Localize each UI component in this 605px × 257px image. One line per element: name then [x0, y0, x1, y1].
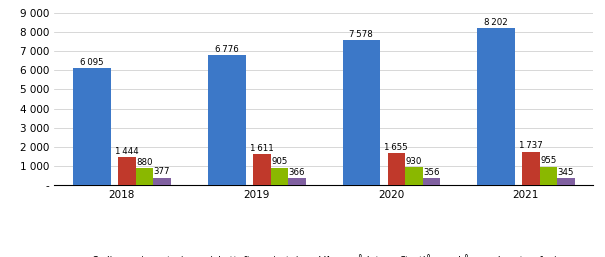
Bar [154, 178, 171, 185]
Bar [405, 167, 423, 185]
Bar [208, 56, 246, 185]
Text: 345: 345 [558, 168, 574, 177]
Text: 1 737: 1 737 [519, 141, 543, 150]
Bar [522, 152, 540, 185]
Text: 930: 930 [406, 157, 422, 166]
Bar [253, 154, 270, 185]
Bar [423, 178, 440, 185]
Text: 366: 366 [289, 168, 305, 177]
Bar [270, 168, 288, 185]
Bar [73, 68, 111, 185]
Text: 377: 377 [154, 168, 171, 177]
Text: 6 776: 6 776 [215, 45, 238, 54]
Bar [557, 178, 575, 185]
Text: 1 611: 1 611 [250, 144, 273, 153]
Text: 6 095: 6 095 [80, 58, 104, 67]
Bar [119, 158, 136, 185]
Text: 7 578: 7 578 [350, 30, 373, 39]
Text: 1 444: 1 444 [116, 147, 139, 156]
Bar [477, 28, 515, 185]
Bar [342, 40, 380, 185]
Legend: Ordinære investeringer (skattefinansierte), VA- området, Startlån, Lån med rente: Ordinære investeringer (skattefinansiert… [74, 250, 573, 257]
Bar [288, 178, 306, 185]
Text: 8 202: 8 202 [484, 18, 508, 27]
Text: 905: 905 [271, 157, 287, 166]
Text: 356: 356 [423, 168, 440, 177]
Bar [540, 167, 557, 185]
Text: 1 655: 1 655 [385, 143, 408, 152]
Bar [388, 153, 405, 185]
Text: 880: 880 [136, 158, 153, 167]
Text: 955: 955 [540, 157, 557, 166]
Bar [136, 168, 154, 185]
